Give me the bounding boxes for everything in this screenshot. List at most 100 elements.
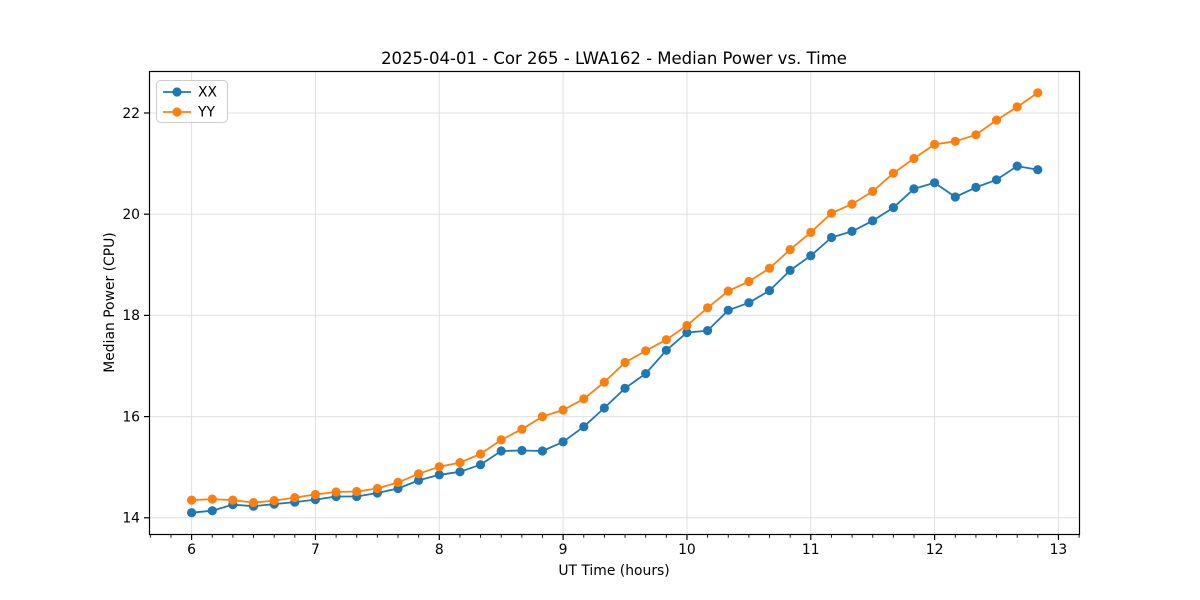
series-yy-marker: [290, 493, 300, 503]
series-yy-marker: [888, 168, 899, 178]
series-yy-marker: [310, 489, 320, 500]
series-yy-marker: [868, 186, 878, 196]
series-yy-marker: [579, 394, 589, 404]
series-yy: [187, 88, 1043, 508]
series-yy-marker: [661, 335, 671, 345]
series-xx-marker: [971, 182, 981, 192]
series-yy-marker: [228, 495, 238, 505]
gridlines: [149, 71, 1080, 535]
x-tick-label: 13: [1050, 542, 1068, 558]
series-xx-marker: [785, 265, 795, 275]
x-tick-label: 6: [187, 542, 196, 558]
series-yy-marker: [352, 486, 362, 497]
legend-marker-yy: [172, 107, 182, 117]
series-xx-marker: [641, 369, 651, 379]
series-xx-marker: [475, 460, 486, 470]
series-xx-marker: [826, 232, 837, 243]
y-axis-label: Median Power (CPU): [102, 232, 118, 372]
x-tick-label: 8: [435, 542, 444, 558]
series-yy-marker: [496, 435, 506, 445]
series-xx-marker: [909, 184, 919, 194]
series-yy-marker: [187, 495, 197, 505]
series-yy-marker: [930, 139, 940, 149]
series-xx-marker: [847, 226, 857, 236]
x-tick-label: 11: [802, 542, 820, 558]
series-yy-marker: [1012, 102, 1022, 112]
series-yy-marker: [599, 377, 609, 387]
series-xx-marker: [599, 403, 609, 413]
series-yy-marker: [764, 263, 775, 273]
series-xx-marker: [207, 506, 217, 516]
series-xx-marker: [703, 326, 713, 336]
x-tick-label: 12: [926, 542, 944, 558]
series-xx-marker: [661, 345, 671, 355]
series-yy-marker: [414, 469, 424, 479]
series-yy-marker: [785, 245, 795, 255]
series-yy-marker: [1033, 88, 1043, 98]
series-yy-marker: [703, 303, 713, 313]
series-xx-marker: [558, 437, 568, 447]
series-yy-marker: [517, 424, 527, 434]
data-series: [187, 88, 1043, 518]
series-xx-marker: [579, 422, 589, 432]
series-yy-marker: [620, 357, 630, 368]
series-xx-marker: [930, 178, 940, 188]
series-xx-marker: [455, 467, 465, 477]
series-xx-marker: [517, 445, 527, 456]
series-xx-marker: [991, 175, 1002, 185]
legend-marker-xx: [172, 87, 182, 97]
series-yy-marker: [806, 227, 816, 237]
series-yy-marker: [269, 496, 279, 506]
series-yy-marker: [909, 153, 919, 164]
series-xx-marker: [682, 328, 692, 338]
axis-ticks: 6 7 8 9 10 11 12 13 14 16 18 20 22: [122, 106, 1080, 558]
plot-border: [148, 70, 1081, 536]
series-yy-marker: [847, 199, 857, 209]
x-axis-label: UT Time (hours): [558, 563, 669, 579]
series-yy-marker: [372, 483, 382, 494]
series-xx-marker: [764, 286, 775, 296]
series-yy-marker: [826, 208, 837, 218]
series-yy-marker: [971, 130, 981, 140]
series-yy-marker: [475, 449, 486, 459]
y-tick-label: 16: [122, 409, 140, 425]
series-yy-marker: [393, 477, 403, 487]
series-xx-marker: [1033, 165, 1043, 175]
x-tick-label: 10: [678, 542, 696, 558]
series-yy-marker: [207, 494, 217, 504]
series-yy-marker: [744, 276, 754, 287]
series-xx-marker: [806, 251, 816, 261]
series-xx-marker: [723, 305, 733, 315]
series-xx-marker: [950, 192, 960, 202]
series-yy-marker: [331, 487, 341, 497]
legend-item-yy: YY: [163, 105, 215, 121]
x-tick-label: 9: [559, 542, 568, 558]
chart-title: 2025-04-01 - Cor 265 - LWA162 - Median P…: [381, 49, 847, 68]
series-xx-marker: [620, 383, 630, 393]
legend: XX YY: [156, 80, 228, 123]
x-tick-label: 7: [311, 542, 320, 558]
series-yy-marker: [537, 412, 548, 422]
series-yy-marker: [682, 320, 692, 331]
series-xx-marker: [868, 216, 878, 226]
series-yy-marker: [723, 286, 733, 296]
series-yy-marker: [641, 346, 651, 356]
series-xx-marker: [414, 475, 424, 485]
series-xx-marker: [744, 298, 754, 308]
series-xx-marker: [434, 470, 444, 480]
y-tick-label: 14: [122, 511, 140, 527]
legend-label-yy: YY: [197, 105, 215, 121]
series-yy-marker: [248, 498, 259, 508]
series-xx-marker: [496, 446, 506, 456]
series-xx-marker: [1012, 161, 1022, 171]
y-tick-label: 18: [122, 308, 140, 324]
series-xx-marker: [888, 203, 899, 213]
series-yy-marker: [558, 405, 568, 415]
legend-item-xx: XX: [163, 85, 218, 101]
series-yy-marker: [950, 136, 960, 146]
legend-label-xx: XX: [198, 85, 218, 101]
y-tick-label: 20: [122, 207, 140, 223]
series-xx-marker: [187, 508, 197, 518]
